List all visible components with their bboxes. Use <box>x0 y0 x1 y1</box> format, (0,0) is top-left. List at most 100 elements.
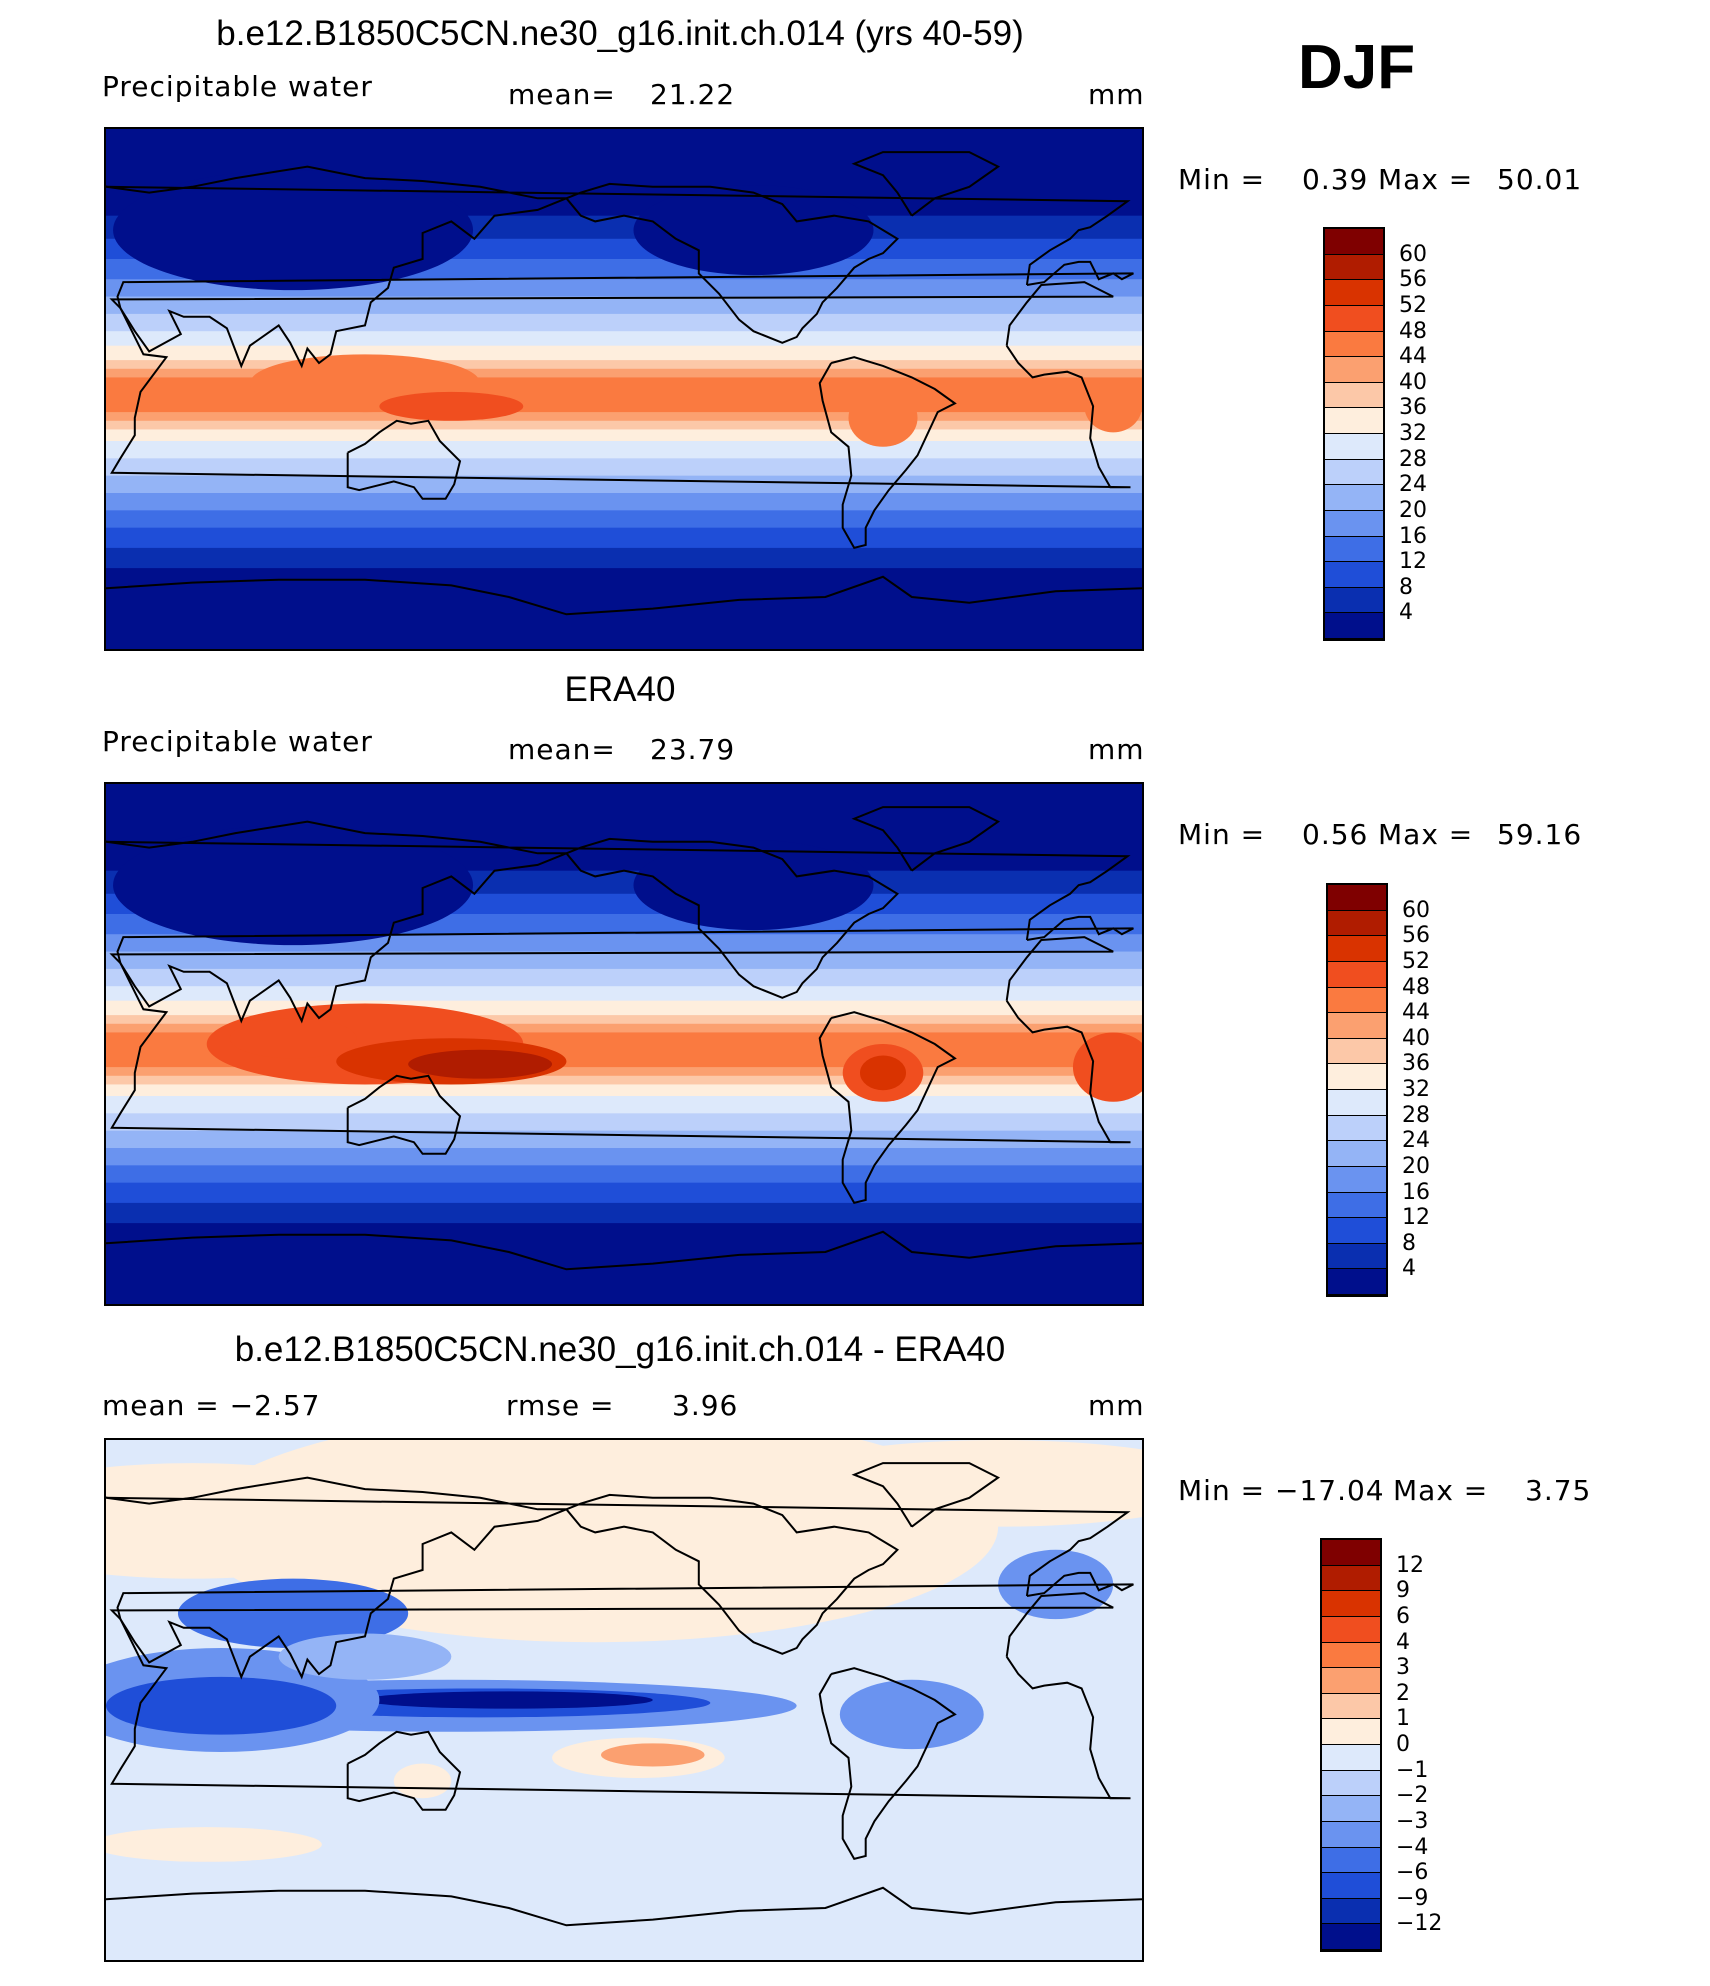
colorbar-swatch <box>1322 1565 1380 1592</box>
panel-1-units: mm <box>1088 78 1145 111</box>
colorbar-swatch <box>1322 1693 1380 1720</box>
colorbar-swatch <box>1325 510 1383 537</box>
colorbar-swatch <box>1322 1847 1380 1874</box>
panel-1-mean-label: mean= <box>508 78 616 111</box>
colorbar-swatch <box>1328 1166 1386 1193</box>
colorbar-tick-label: 48 <box>1402 974 1430 1000</box>
colorbar-tick-label: 60 <box>1399 241 1427 267</box>
panel-2-map <box>104 782 1144 1306</box>
coastline <box>346 1074 462 1155</box>
colorbar-tick-label: −2 <box>1396 1783 1429 1809</box>
panel-2-variable-label: Precipitable water <box>102 725 373 758</box>
panel-2-colorbar <box>1326 883 1388 1297</box>
colorbar-tick-label: 24 <box>1402 1128 1430 1154</box>
colorbar-swatch <box>1325 382 1383 409</box>
colorbar-tick-label: 32 <box>1402 1077 1430 1102</box>
colorbar-tick-label: 56 <box>1399 267 1427 293</box>
colorbar-tick-label: 48 <box>1399 318 1427 344</box>
colorbar-swatch <box>1322 1719 1380 1745</box>
panel-3-map <box>104 1438 1144 1962</box>
colorbar-swatch <box>1325 536 1383 563</box>
panel-1-mean-value: 21.22 <box>650 78 736 111</box>
colorbar-swatch <box>1325 305 1383 332</box>
colorbar-swatch <box>1322 1591 1380 1617</box>
coastline <box>106 820 1134 1024</box>
coastline <box>106 1230 1142 1271</box>
panel-3-max-value: 3.75 <box>1525 1474 1592 1507</box>
colorbar-swatch <box>1328 885 1386 911</box>
colorbar-swatch <box>1322 1898 1380 1925</box>
colorbar-swatch <box>1322 1924 1380 1950</box>
panel-2-max-label: Max = <box>1378 818 1474 851</box>
panel-3-colorbar <box>1320 1538 1382 1952</box>
colorbar-tick-label: 1 <box>1396 1706 1410 1732</box>
colorbar-tick-label: 2 <box>1396 1680 1410 1706</box>
colorbar-swatch <box>1325 587 1383 614</box>
colorbar-tick-label: 4 <box>1399 600 1413 626</box>
colorbar-tick-label: 0 <box>1396 1732 1410 1757</box>
colorbar-swatch <box>1328 1269 1386 1295</box>
panel-1-colorbar <box>1323 227 1385 641</box>
colorbar-swatch <box>1328 987 1386 1014</box>
coastline <box>106 165 1134 369</box>
panel-2-max-value: 59.16 <box>1497 818 1583 851</box>
coastline <box>109 1592 1131 1800</box>
colorbar-tick-label: 8 <box>1399 574 1413 600</box>
colorbar-swatch <box>1325 280 1383 306</box>
colorbar-tick-label: 36 <box>1399 395 1427 421</box>
colorbar-tick-label: 36 <box>1402 1051 1430 1077</box>
coastline <box>818 1667 957 1861</box>
colorbar-swatch <box>1322 1873 1380 1899</box>
colorbar-tick-label: 8 <box>1402 1230 1416 1256</box>
colorbar-tick-label: 56 <box>1402 923 1430 949</box>
panel-3-rmse-value: 3.96 <box>672 1389 739 1422</box>
colorbar-swatch <box>1328 1192 1386 1219</box>
colorbar-swatch <box>1325 434 1383 460</box>
colorbar-tick-label: 20 <box>1402 1153 1430 1179</box>
colorbar-tick-label: 3 <box>1396 1655 1410 1681</box>
colorbar-tick-label: 28 <box>1399 446 1427 472</box>
panel-1-title: b.e12.B1850C5CN.ne30_g16.init.ch.014 (yr… <box>216 14 1024 53</box>
colorbar-swatch <box>1328 961 1386 988</box>
panel-3-rmse-label: rmse = <box>506 1389 615 1422</box>
panel-1-max-value: 50.01 <box>1497 163 1583 196</box>
colorbar-swatch <box>1328 910 1386 937</box>
colorbar-swatch <box>1325 254 1383 281</box>
coastline <box>818 356 957 550</box>
colorbar-swatch <box>1325 229 1383 255</box>
coastline <box>851 806 1001 872</box>
panel-1-min-value: 0.39 <box>1302 163 1369 196</box>
coastline <box>106 575 1142 616</box>
colorbar-swatch <box>1328 1090 1386 1116</box>
colorbar-swatch <box>1322 1616 1380 1643</box>
colorbar-swatch <box>1325 613 1383 639</box>
coastline <box>565 837 900 999</box>
panel-2-mean-label: mean= <box>508 733 616 766</box>
colorbar-tick-label: 44 <box>1399 344 1427 370</box>
coastline <box>818 1011 957 1205</box>
colorbar-swatch <box>1322 1821 1380 1848</box>
colorbar-tick-label: −12 <box>1396 1911 1443 1937</box>
colorbar-tick-label: 44 <box>1402 1000 1430 1026</box>
colorbar-swatch <box>1328 1038 1386 1065</box>
colorbar-tick-label: 20 <box>1399 497 1427 523</box>
colorbar-tick-label: 9 <box>1396 1578 1410 1604</box>
colorbar-tick-label: −4 <box>1396 1834 1429 1860</box>
coastline <box>851 1462 1001 1528</box>
panel-2-min-value: 0.56 <box>1302 818 1369 851</box>
colorbar-swatch <box>1322 1745 1380 1771</box>
coastline <box>346 1730 462 1811</box>
colorbar-swatch <box>1325 562 1383 588</box>
colorbar-tick-label: −3 <box>1396 1808 1429 1834</box>
colorbar-tick-label: 4 <box>1396 1629 1410 1655</box>
colorbar-swatch <box>1322 1642 1380 1669</box>
colorbar-tick-label: 24 <box>1399 472 1427 498</box>
panel-3-title: b.e12.B1850C5CN.ne30_g16.init.ch.014 - E… <box>234 1330 1006 1369</box>
coastline <box>109 936 1131 1144</box>
colorbar-tick-label: 16 <box>1399 523 1427 549</box>
colorbar-swatch <box>1328 1115 1386 1142</box>
coastline <box>565 1493 900 1655</box>
colorbar-tick-label: 16 <box>1402 1179 1430 1205</box>
panel-1-max-label: Max = <box>1378 163 1474 196</box>
colorbar-tick-label: 40 <box>1402 1025 1430 1051</box>
